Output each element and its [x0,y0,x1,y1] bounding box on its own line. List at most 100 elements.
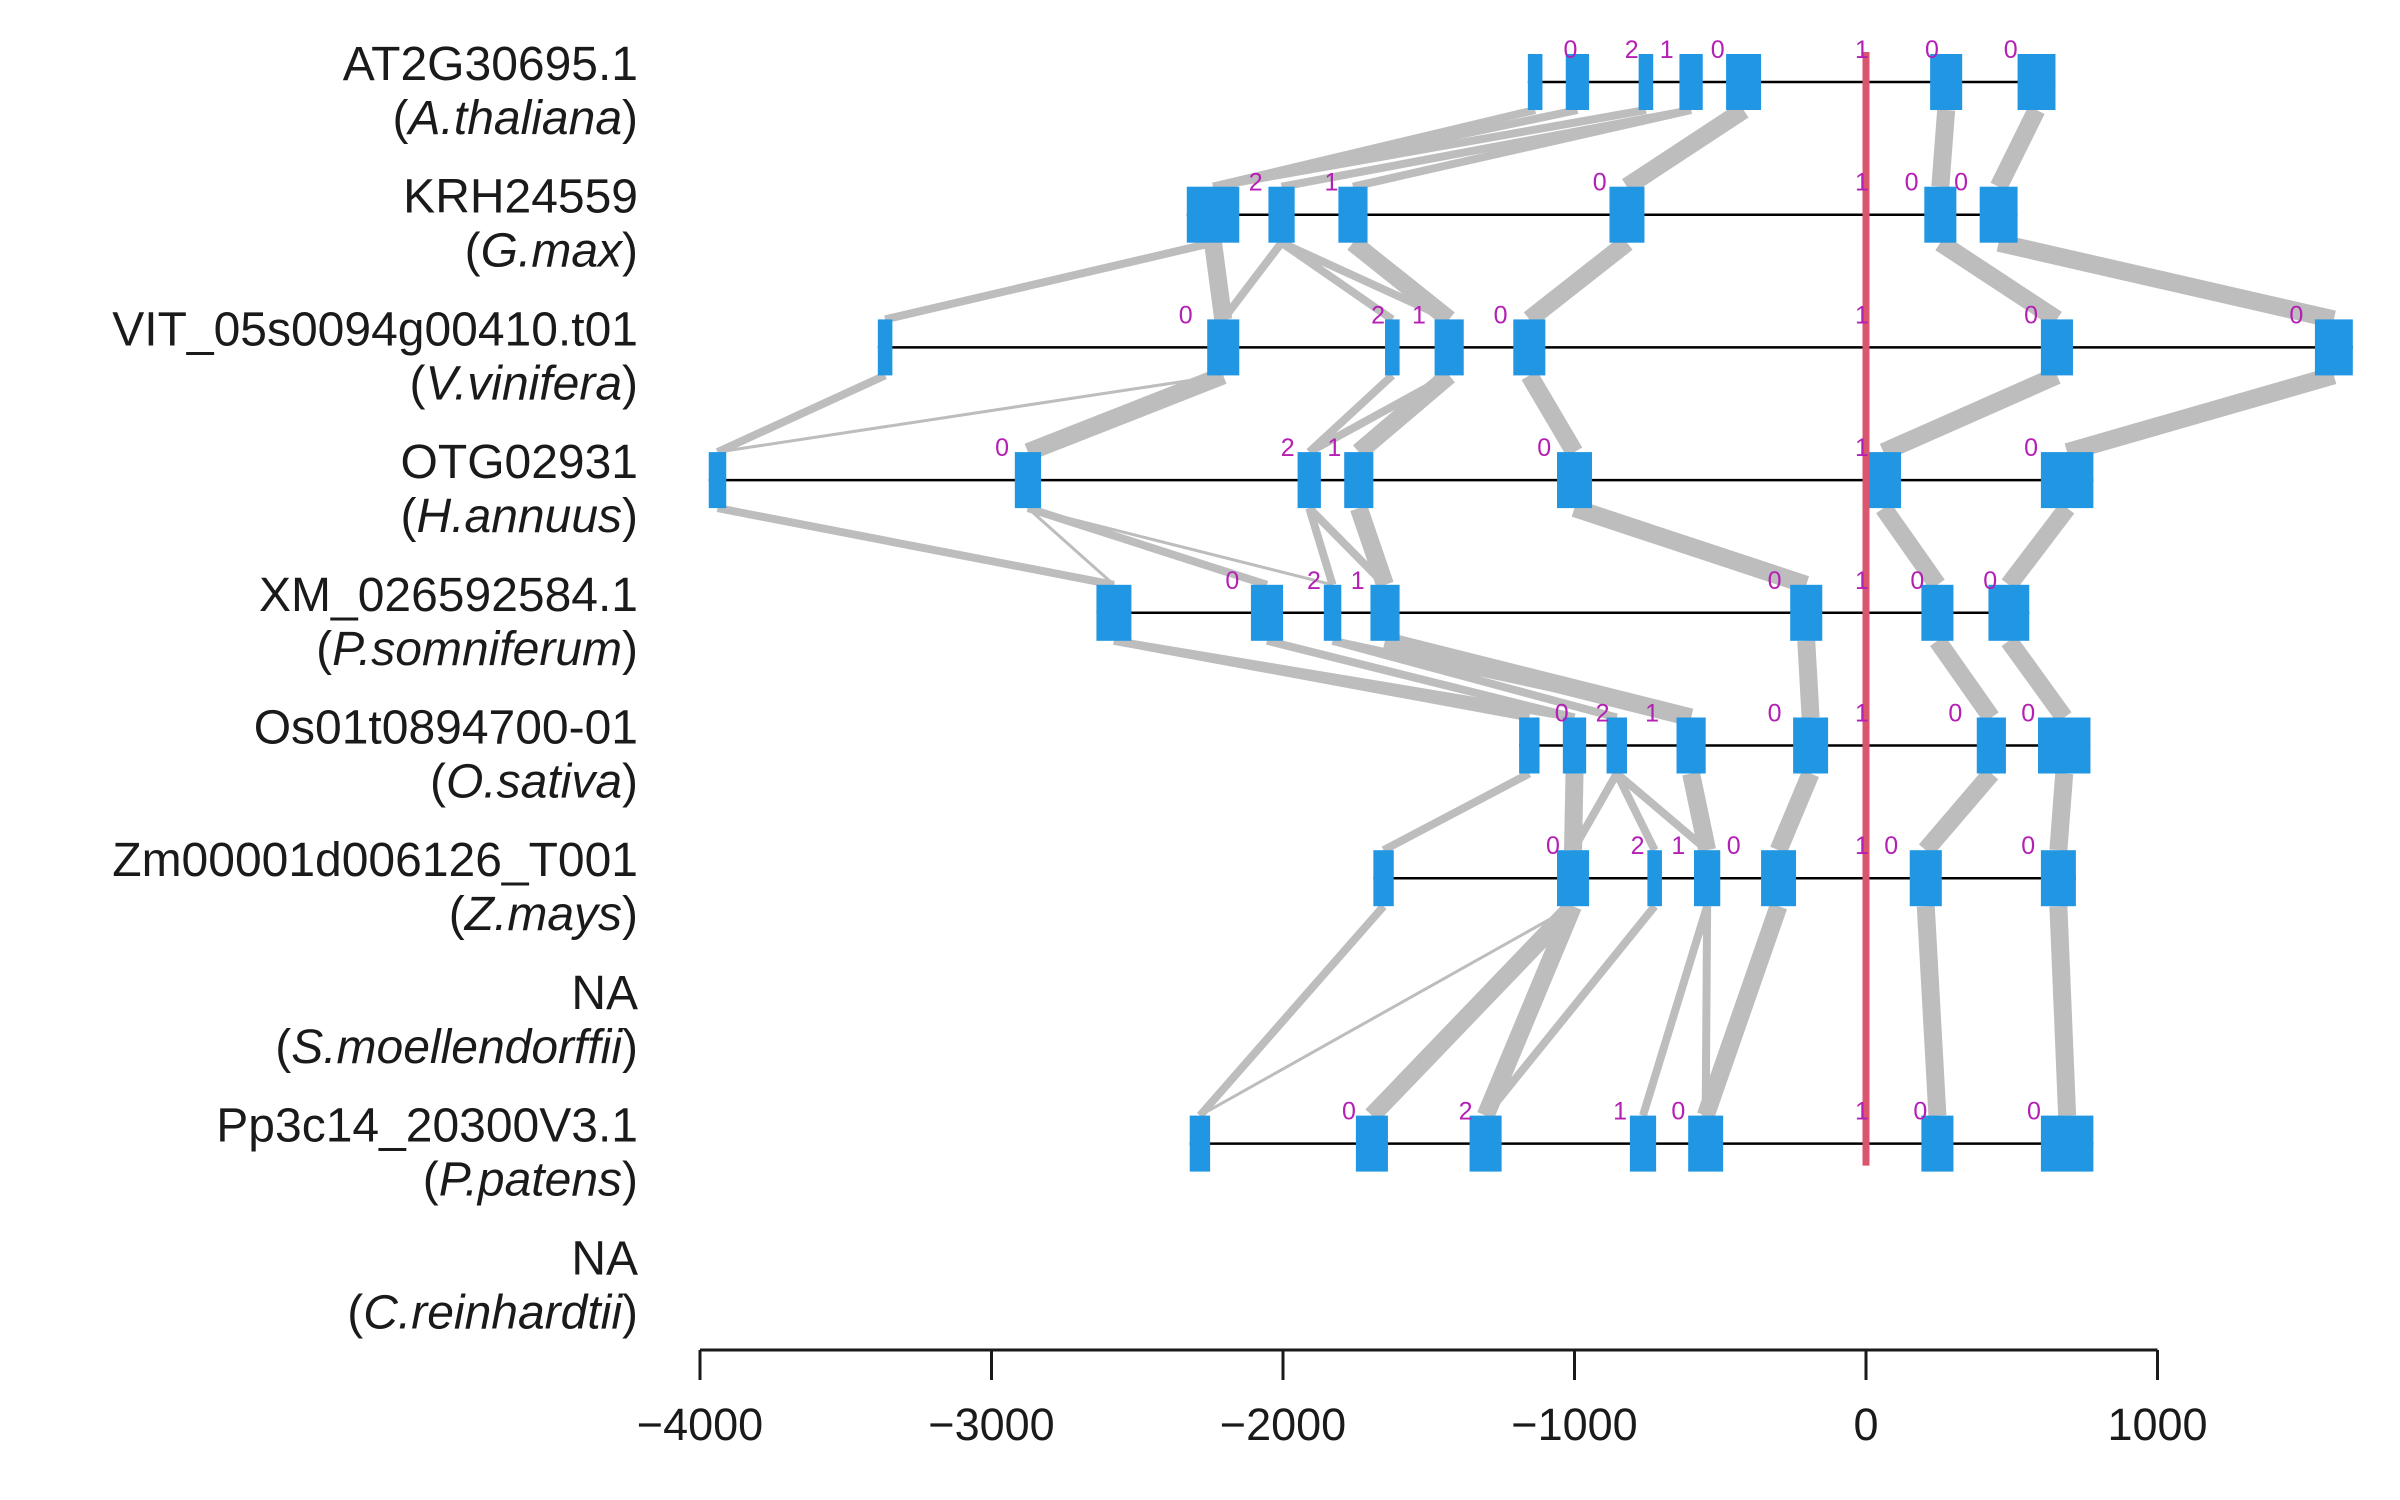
homology-link [1935,235,2062,327]
phase-label: 2 [1307,567,1321,595]
gene-id-label: AT2G30695.1 [343,38,638,91]
phase-label: 1 [1327,434,1341,462]
phase-label: 0 [2289,301,2303,329]
phase-label: 1 [1351,567,1365,595]
exon-block [1297,452,1321,509]
exon-block [1519,717,1540,774]
homology-link [1382,632,1694,727]
exon-block [1988,584,2030,641]
gene-id-label: Os01t0894700-01 [254,702,638,755]
x-tick-label: −1000 [1511,1399,1637,1450]
phase-label: 1 [1855,36,1869,64]
exon-block [1924,186,1957,243]
homology-link [1797,640,1820,719]
homology-link [1265,636,1576,722]
phase-label: 0 [1179,301,1193,329]
homology-link [1916,905,1947,1117]
exon-block [1694,850,1721,907]
homology-link [1682,771,1716,853]
phase-label: 1 [1645,700,1659,728]
exon-block [877,319,893,376]
phase-label: 1 [1325,169,1339,197]
exon-block [1370,584,1400,641]
exon-block [1793,717,1829,774]
gene-labels: AT2G30695.1(A.thaliana) KRH24559(G.max) VI… [112,38,638,1339]
homology-link [1352,106,1692,191]
phase-label: 1 [1855,301,1869,329]
exon-block [1207,319,1240,376]
phase-label: 0 [1948,700,1962,728]
exon-block [1469,1115,1502,1172]
phase-label: 1 [1855,169,1869,197]
exon-block [1344,452,1374,509]
exon-block [1790,584,1823,641]
homology-link [1613,771,1659,852]
homology-link [1571,499,1810,594]
exon-block [1373,850,1394,907]
homology-link [2049,905,2077,1116]
homology-link [1569,771,1621,853]
exon-block [1565,54,1590,110]
homology-link [1879,367,2061,461]
exon-block [1629,1115,1657,1172]
homology-link [1352,368,1455,459]
homology-link [1220,240,1285,322]
homology-link [1026,506,1115,586]
phase-label: 0 [2024,301,2038,329]
homology-link [1990,106,2045,191]
species-label: (O.sativa) [430,756,638,809]
homology-link [1614,770,1710,854]
exon-block [1921,1115,1954,1172]
x-tick-label: 0 [1853,1399,1878,1450]
homology-link [1521,370,1583,457]
phase-label: 0 [1593,169,1607,197]
homology-link [1701,906,1712,1116]
phase-label: 2 [1371,301,1385,329]
phase-label: 0 [2021,832,2035,860]
exon-block [1186,186,1240,243]
homology-link [2049,772,2074,851]
exon-block [2040,452,2094,509]
exon-block [1014,452,1042,509]
phase-label: 0 [2027,1098,2041,1126]
gene-id-label: Pp3c14_20300V3.1 [216,1100,638,1153]
phase-label: 0 [2004,36,2018,64]
gene-id-label: VIT_05s0094g00410.t01 [112,303,638,356]
homology-link [1024,367,1227,461]
exon-block [1513,319,1546,376]
exon-block [1268,186,1295,243]
species-label: (C.reinhardtii) [347,1286,638,1339]
phase-label: 0 [1884,832,1898,860]
homology-link [1365,899,1580,1122]
exon-block [1609,186,1645,243]
phase-label: 1 [1855,1098,1869,1126]
exon-block [1434,319,1464,376]
homology-link [1381,769,1532,854]
exon-block [1761,850,1797,907]
exon-block [1726,54,1762,110]
exon-block [2040,319,2073,376]
gene-id-label: XM_026592584.1 [259,569,638,622]
gene-id-label: NA [571,967,638,1020]
phase-label: 2 [1281,434,1295,462]
homology-link [1931,109,1956,188]
species-label: (G.max) [465,225,638,278]
homology-link [716,504,1115,589]
phase-label: 0 [1910,567,1924,595]
exon-block [1930,54,1963,110]
exon-block [1338,186,1368,243]
species-label: (P.somniferum) [316,623,638,676]
species-label: (S.moellendorffii) [275,1021,638,1074]
exon-block [1606,717,1627,774]
exon-block [1976,717,2006,774]
exon-blocks [708,54,2353,1172]
gene-id-label: NA [571,1232,638,1285]
exon-block [2037,717,2091,774]
phase-label: 0 [1768,700,1782,728]
homology-link [884,238,1214,324]
phase-label: 0 [1555,700,1569,728]
phase-label: 2 [1596,700,1610,728]
exon-block [1676,717,1706,774]
phase-label: 0 [2021,700,2035,728]
